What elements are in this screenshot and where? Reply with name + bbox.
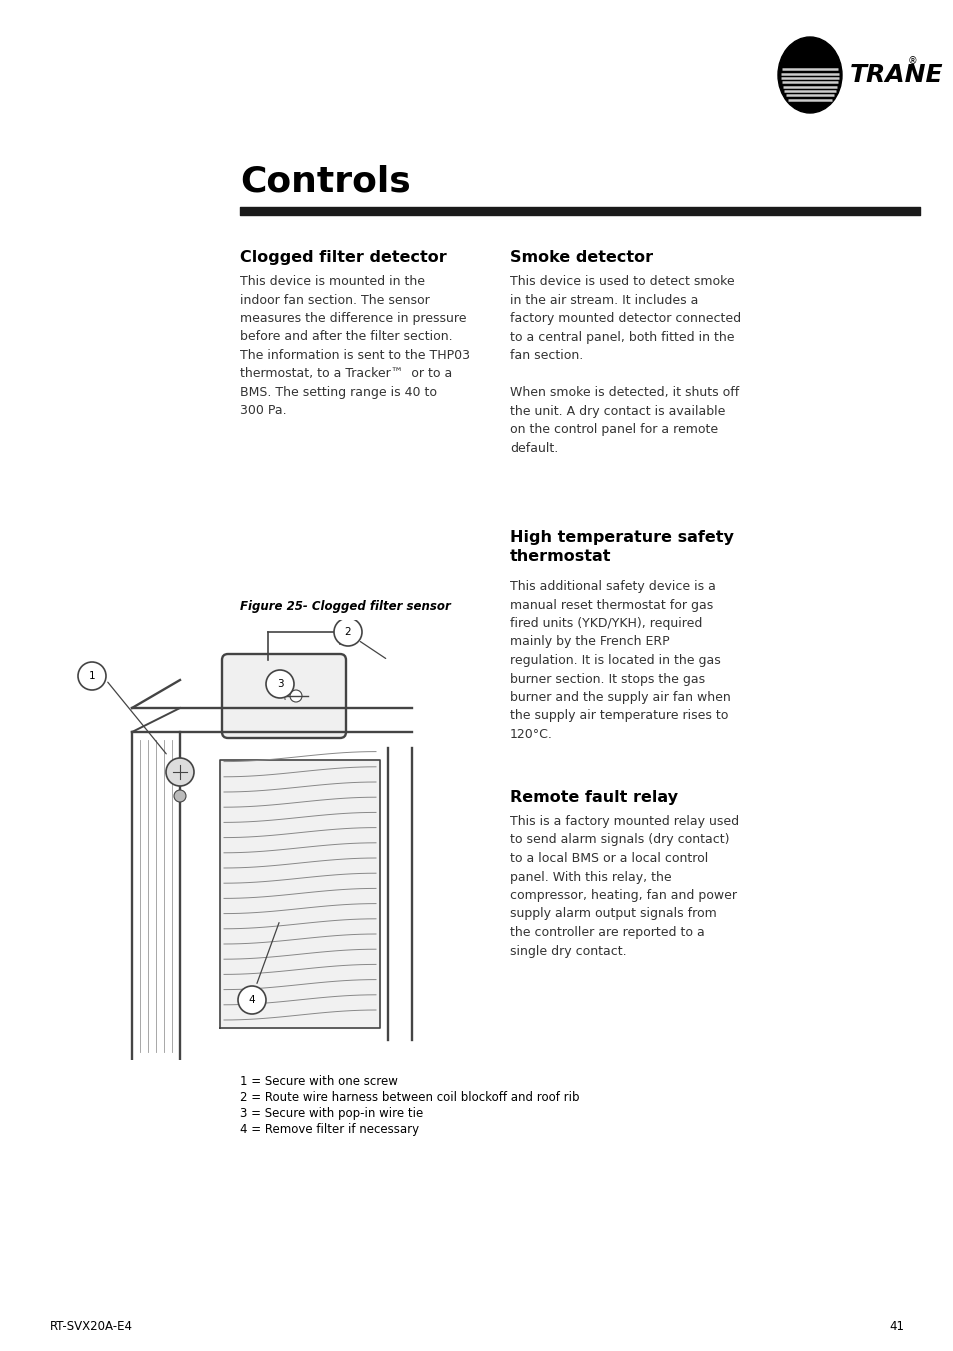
Text: This is a factory mounted relay used
to send alarm signals (dry contact)
to a lo: This is a factory mounted relay used to … bbox=[510, 815, 739, 958]
Text: 2 = Route wire harness between coil blockoff and roof rib: 2 = Route wire harness between coil bloc… bbox=[240, 1092, 578, 1104]
Circle shape bbox=[266, 670, 294, 698]
Circle shape bbox=[237, 986, 266, 1015]
Text: RT-SVX20A-E4: RT-SVX20A-E4 bbox=[50, 1320, 132, 1333]
FancyBboxPatch shape bbox=[222, 654, 346, 738]
Circle shape bbox=[334, 617, 361, 646]
Text: This additional safety device is a
manual reset thermostat for gas
fired units (: This additional safety device is a manua… bbox=[510, 580, 730, 740]
Text: 4: 4 bbox=[249, 994, 255, 1005]
Text: 41: 41 bbox=[888, 1320, 903, 1333]
Circle shape bbox=[290, 690, 302, 703]
Text: High temperature safety
thermostat: High temperature safety thermostat bbox=[510, 530, 733, 563]
Text: Smoke detector: Smoke detector bbox=[510, 250, 653, 265]
Text: Clogged filter detector: Clogged filter detector bbox=[240, 250, 446, 265]
Text: This device is used to detect smoke
in the air stream. It includes a
factory mou: This device is used to detect smoke in t… bbox=[510, 276, 740, 454]
Circle shape bbox=[173, 790, 186, 802]
Text: This device is mounted in the
indoor fan section. The sensor
measures the differ: This device is mounted in the indoor fan… bbox=[240, 276, 470, 417]
Text: 1 = Secure with one screw: 1 = Secure with one screw bbox=[240, 1075, 397, 1088]
Text: 3: 3 bbox=[276, 680, 283, 689]
Text: TRANE: TRANE bbox=[849, 63, 943, 86]
Text: Controls: Controls bbox=[240, 165, 411, 199]
Text: ®: ® bbox=[907, 55, 917, 66]
Text: 3 = Secure with pop-in wire tie: 3 = Secure with pop-in wire tie bbox=[240, 1106, 423, 1120]
Polygon shape bbox=[220, 761, 379, 1028]
Text: Remote fault relay: Remote fault relay bbox=[510, 790, 678, 805]
Circle shape bbox=[78, 662, 106, 690]
Text: 2: 2 bbox=[344, 627, 351, 638]
Circle shape bbox=[166, 758, 193, 786]
Text: 4 = Remove filter if necessary: 4 = Remove filter if necessary bbox=[240, 1123, 418, 1136]
Text: Figure 25- Clogged filter sensor: Figure 25- Clogged filter sensor bbox=[240, 600, 450, 613]
Ellipse shape bbox=[778, 36, 841, 113]
Text: 1: 1 bbox=[89, 671, 95, 681]
